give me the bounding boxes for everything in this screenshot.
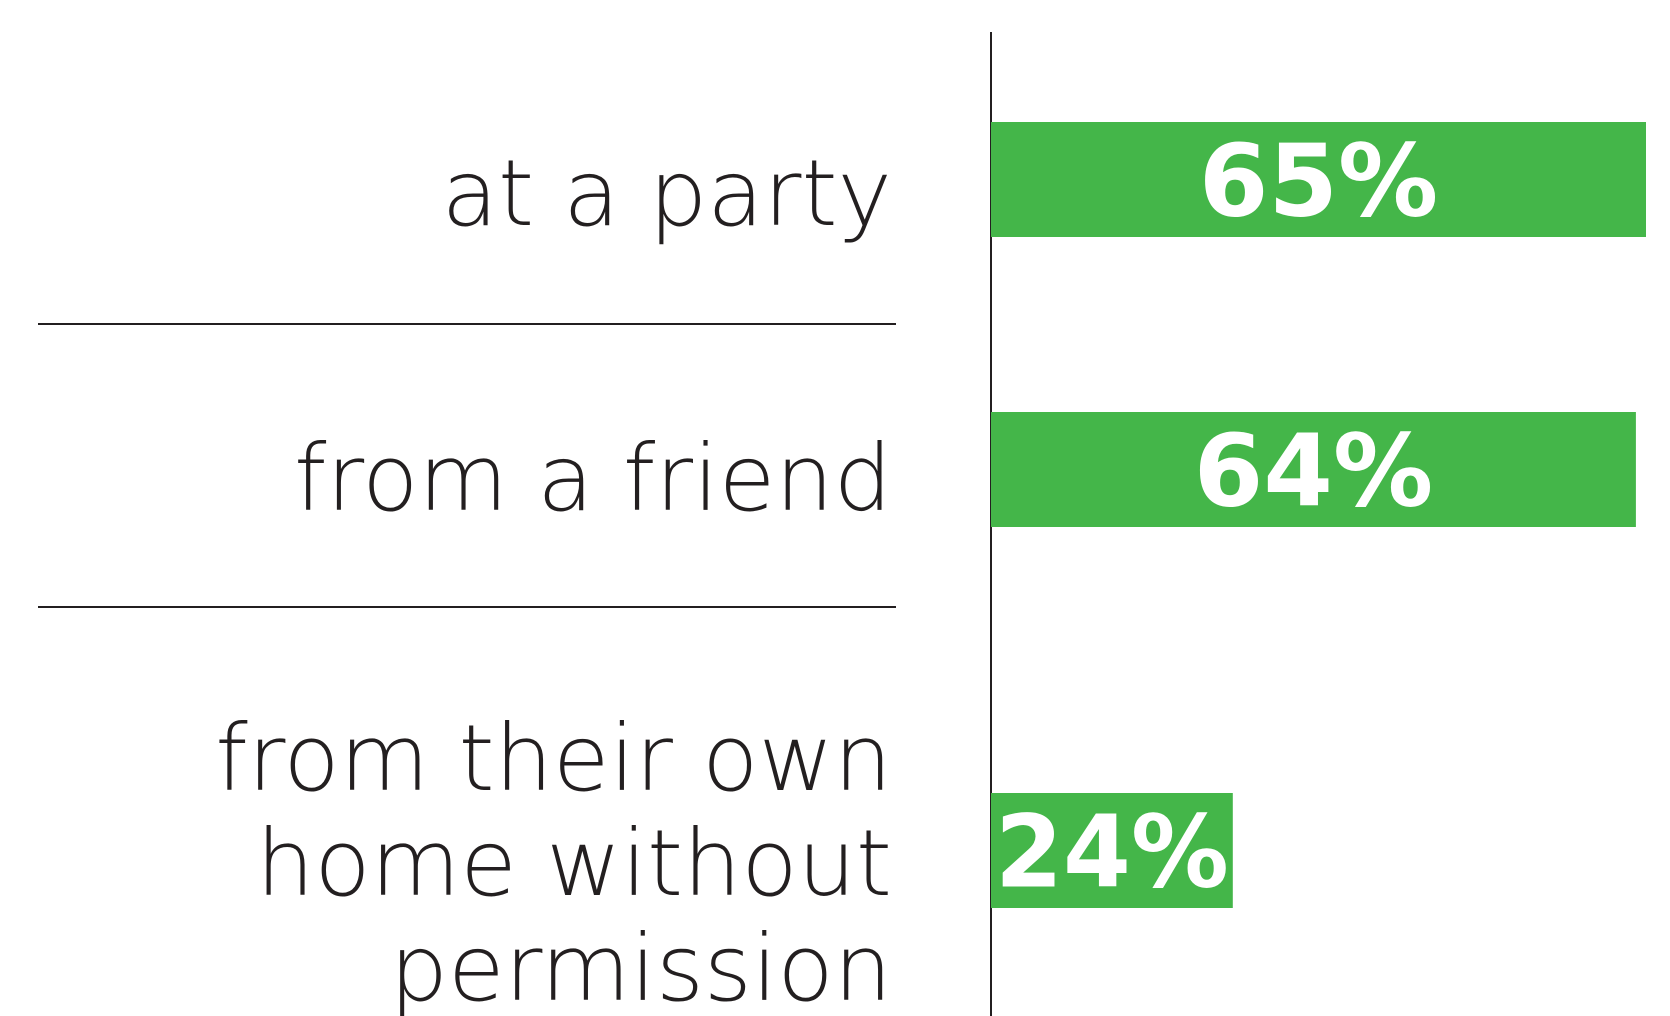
category-label: home without <box>256 810 892 917</box>
category-label: from their own <box>215 705 892 812</box>
category-label: permission <box>390 915 892 1016</box>
category-label: from a friend <box>294 425 892 532</box>
bar-value-label: 24% <box>995 794 1229 911</box>
chart-marks: 65% at a party 64% from a friend 24% from the… <box>215 122 1646 1016</box>
bar <box>991 122 1646 237</box>
bar <box>991 412 1636 527</box>
bar-value-label: 65% <box>1199 123 1438 240</box>
bar-value-label: 64% <box>1194 413 1433 530</box>
bar <box>991 793 1233 908</box>
category-label: at a party <box>442 140 892 247</box>
